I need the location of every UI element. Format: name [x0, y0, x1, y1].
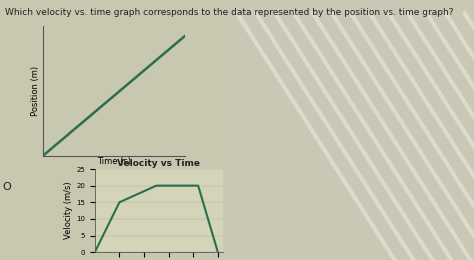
- X-axis label: Time (s): Time (s): [97, 157, 131, 166]
- Text: O: O: [2, 182, 11, 192]
- Bar: [223, 0, 474, 260]
- Y-axis label: Position (m): Position (m): [31, 66, 40, 116]
- Y-axis label: Velocity (m/s): Velocity (m/s): [64, 182, 73, 239]
- Text: Which velocity vs. time graph corresponds to the data represented by the positio: Which velocity vs. time graph correspond…: [5, 8, 453, 17]
- Title: Velocity vs Time: Velocity vs Time: [117, 159, 201, 168]
